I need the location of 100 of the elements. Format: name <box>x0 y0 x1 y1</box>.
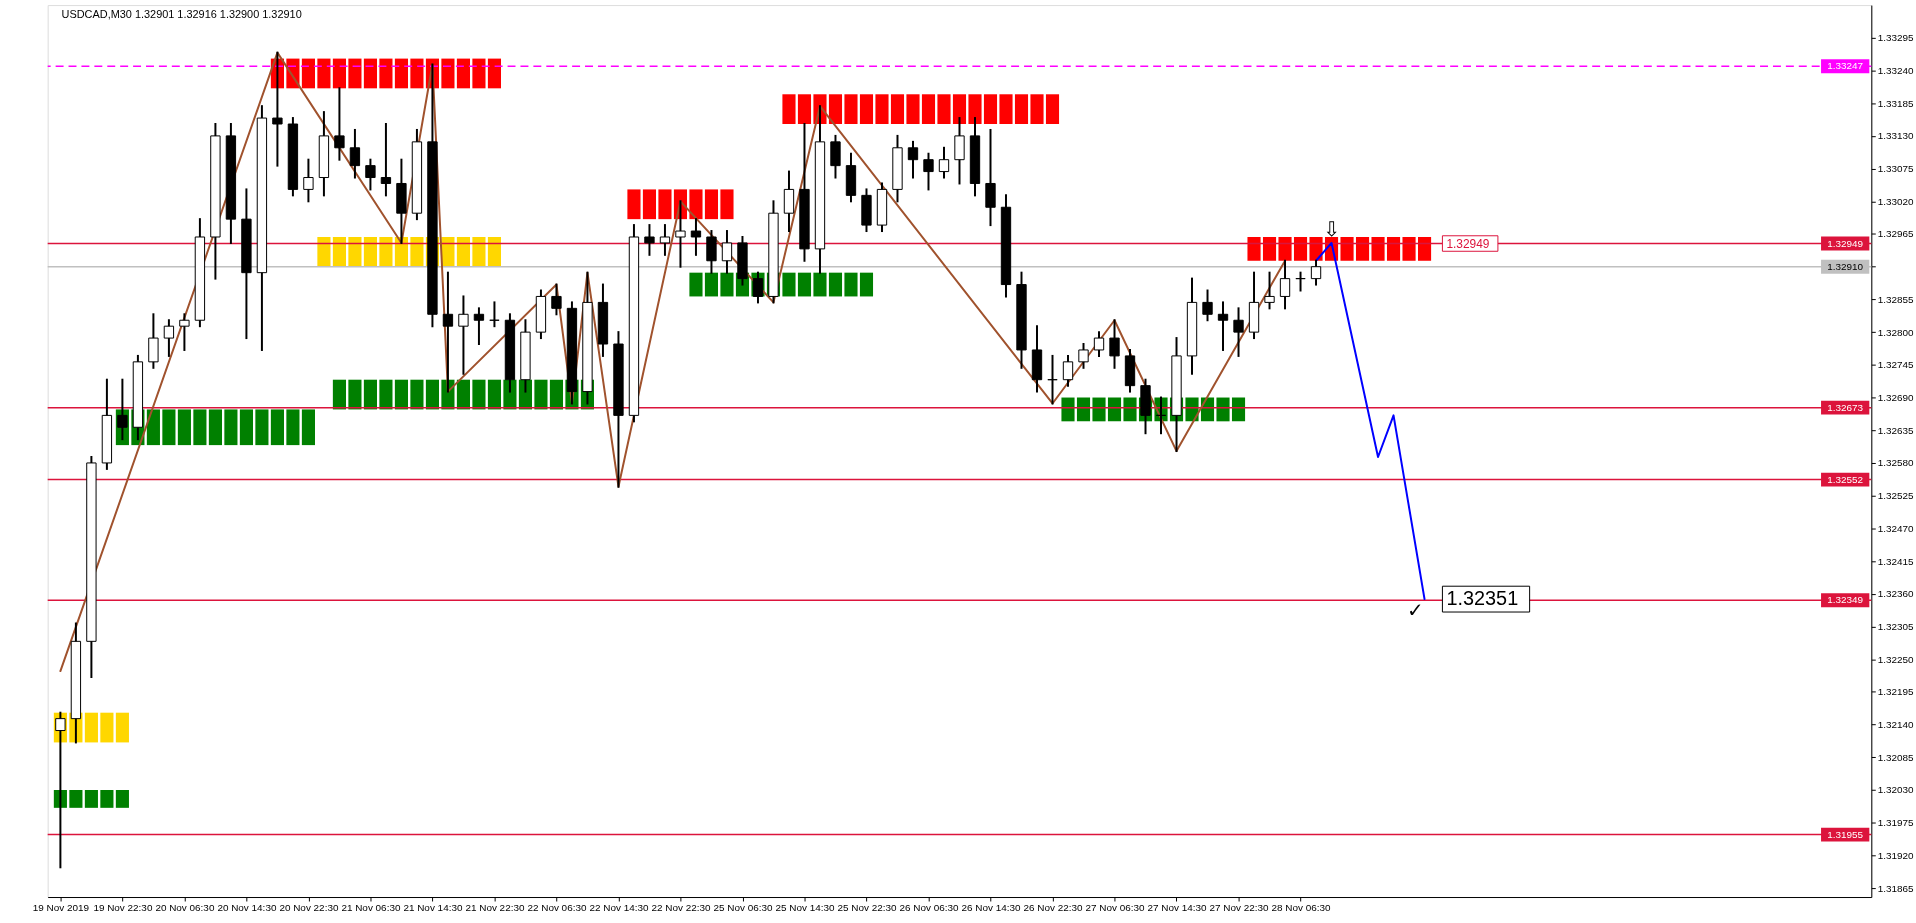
x-tick-label: 28 Nov 06:30 <box>1271 902 1332 914</box>
y-tick-label: 1.33185 <box>1877 97 1915 109</box>
bar <box>332 379 346 410</box>
candlestick <box>907 140 919 179</box>
bar <box>844 94 858 125</box>
bar <box>286 409 300 446</box>
x-tick-label: 20 Nov 06:30 <box>155 902 215 914</box>
bar <box>642 189 657 220</box>
bar <box>921 94 936 125</box>
bar <box>1371 236 1385 261</box>
bar <box>813 272 827 297</box>
bar <box>69 789 83 808</box>
bar <box>472 236 486 267</box>
bar <box>844 272 858 297</box>
bar <box>1045 94 1060 125</box>
x-tick-label: 22 Nov 06:30 <box>527 902 587 914</box>
bar <box>410 236 424 267</box>
x-tick-label: 26 Nov 06:30 <box>899 902 959 914</box>
x-tick-label: 27 Nov 14:30 <box>1147 902 1207 914</box>
bar <box>1262 236 1277 261</box>
bar <box>1107 397 1122 422</box>
candlestick <box>380 123 392 197</box>
ref-line-label: 1.32910 <box>1827 260 1864 272</box>
candlestick <box>163 319 175 357</box>
bar <box>689 189 703 220</box>
bar <box>177 409 191 446</box>
bar <box>239 409 253 446</box>
bar <box>317 58 331 89</box>
candlestick <box>1202 289 1213 322</box>
bar <box>704 189 719 220</box>
bar <box>162 409 176 446</box>
bar <box>456 58 470 89</box>
bar <box>100 712 114 743</box>
ref-line-label: 1.32949 <box>1827 237 1864 249</box>
y-tick-label: 1.32745 <box>1877 359 1915 371</box>
bar <box>1417 236 1432 261</box>
bar <box>363 236 377 267</box>
bar <box>720 272 734 297</box>
x-tick-label: 21 Nov 14:30 <box>403 902 463 914</box>
y-tick-label: 1.32580 <box>1877 457 1915 469</box>
bar <box>890 94 905 125</box>
candlestick <box>923 152 934 191</box>
bar <box>332 58 346 89</box>
bar <box>999 94 1013 125</box>
bar <box>487 58 502 89</box>
candlestick <box>349 128 361 179</box>
bar <box>859 94 874 125</box>
bar <box>348 379 362 410</box>
bar <box>906 94 920 125</box>
y-tick-label: 1.32690 <box>1877 392 1915 404</box>
bar <box>1014 94 1029 125</box>
line-series <box>1315 241 1426 601</box>
bar <box>983 94 998 125</box>
bar <box>379 379 393 410</box>
bar <box>875 94 889 125</box>
bar <box>1076 397 1091 422</box>
bar <box>301 58 315 89</box>
bar <box>379 236 393 267</box>
candlestick <box>1155 396 1167 435</box>
y-tick-label: 1.32195 <box>1877 686 1915 698</box>
ref-line-label: 1.31955 <box>1827 828 1864 840</box>
bar <box>84 712 98 743</box>
bar <box>1247 236 1261 261</box>
bar <box>859 272 874 297</box>
candlestick <box>473 307 485 346</box>
ref-line-label: 1.32349 <box>1827 594 1864 606</box>
bar <box>1340 236 1354 261</box>
bar <box>1278 236 1292 261</box>
bar <box>1030 94 1044 125</box>
candlestick <box>148 313 159 369</box>
bar <box>534 379 548 410</box>
bar <box>441 58 455 89</box>
bar <box>1123 397 1137 422</box>
bar <box>255 409 269 446</box>
y-tick-label: 1.32360 <box>1877 588 1915 600</box>
chart-title: USDCAD,M30 1.32901 1.32916 1.32900 1.32910 <box>61 7 302 20</box>
candlestick <box>830 134 841 179</box>
candlestick <box>1109 319 1120 369</box>
bar <box>425 379 439 410</box>
y-tick-label: 1.33020 <box>1877 195 1915 207</box>
bar <box>1231 397 1246 422</box>
x-tick-label: 20 Nov 14:30 <box>217 902 277 914</box>
bar <box>658 189 672 220</box>
bar <box>828 94 843 125</box>
x-tick-label: 25 Nov 22:30 <box>837 902 897 914</box>
bar <box>208 409 222 446</box>
candlestick <box>1264 271 1275 310</box>
x-tick-label: 26 Nov 14:30 <box>961 902 1021 914</box>
bar <box>1386 236 1401 261</box>
bar <box>797 94 812 125</box>
candlestick <box>1062 354 1074 387</box>
y-tick-label: 1.32140 <box>1877 719 1915 731</box>
bar <box>410 58 424 89</box>
candlestick <box>1093 331 1105 357</box>
bar <box>1061 397 1075 422</box>
bar <box>968 94 982 125</box>
bar <box>1092 397 1106 422</box>
annotation: 1.32949 <box>1446 236 1490 251</box>
y-tick-label: 1.32800 <box>1877 326 1915 338</box>
y-tick-label: 1.32470 <box>1877 522 1915 534</box>
